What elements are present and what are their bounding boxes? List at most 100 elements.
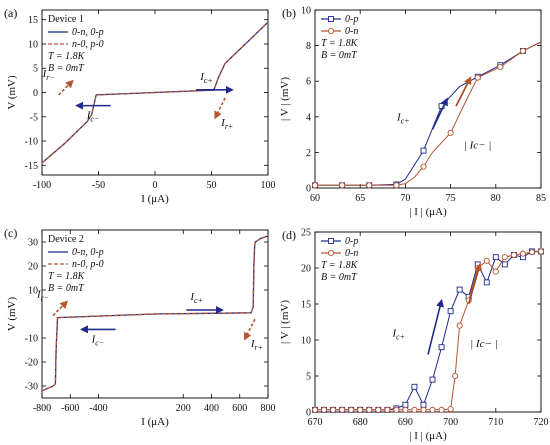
chart-panel-3: 670 680 690 700 710 720 0 5 10 15 20 25 | I | (μA) | …	[279, 228, 549, 443]
legend-label: 0-n	[345, 26, 358, 37]
legend-title: Device 2	[48, 234, 84, 245]
data-point	[456, 322, 463, 329]
x-tick-label: 710	[488, 417, 503, 428]
annotation-ir-minus: Ir−	[36, 289, 49, 303]
x-tick-label: 680	[353, 417, 368, 428]
y-tick-label: 6	[306, 77, 311, 88]
data-point	[483, 279, 490, 286]
param-label: B = 0mT	[48, 283, 85, 294]
param-label: T = 1.8K	[321, 260, 359, 271]
legend-marker	[328, 16, 334, 22]
legend-label: n-0, p-0	[72, 259, 104, 270]
y-tick-label: 10	[28, 39, 38, 50]
x-tick-label: 670	[308, 417, 323, 428]
y-tick-label: 5	[33, 64, 38, 75]
x-tick-label: 0	[153, 180, 158, 191]
x-tick-label: 100	[261, 180, 276, 191]
y-tick-label: -15	[25, 161, 38, 172]
data-point	[456, 286, 463, 293]
legend-label: 0-p	[345, 14, 358, 25]
x-tick-label: 400	[204, 403, 219, 414]
legend-label: n-0, p-0	[72, 39, 104, 50]
x-tick-label: -100	[33, 180, 51, 191]
legend-marker	[328, 238, 334, 244]
plot-frame	[314, 231, 542, 413]
data-point	[519, 47, 526, 54]
data-point	[429, 406, 436, 413]
x-tick-label: -50	[92, 180, 105, 191]
data-point	[501, 254, 508, 261]
x-tick-label: 70	[400, 193, 410, 204]
y-axis-label: V (mV)	[6, 297, 18, 332]
x-axis-label: | I | (μA)	[409, 430, 447, 442]
chart-panel-2: -800 -600 -400 200 400 600 800 -30 -20 -10 10 20 30 I…	[4, 226, 276, 428]
series-line-1	[315, 41, 542, 186]
data-point	[357, 406, 364, 413]
data-point	[320, 406, 328, 413]
y-axis-label: | V | (mV)	[279, 300, 291, 344]
data-point	[348, 406, 355, 413]
plot-frame	[41, 229, 269, 399]
arrow-ir-minus	[58, 79, 74, 96]
arrow-ic-minus	[467, 262, 483, 305]
x-tick-label: -800	[33, 403, 51, 414]
panel-label: (a)	[4, 6, 17, 20]
x-tick-label: 50	[207, 180, 217, 191]
annotation-ir-plus: Ir+	[250, 338, 263, 352]
x-tick-label: 720	[534, 417, 549, 428]
x-tick-label: 60	[310, 193, 320, 204]
x-tick-label: 85	[536, 193, 546, 204]
y-tick-label: -30	[25, 382, 38, 393]
panel-label: (d)	[282, 228, 296, 242]
data-point	[497, 63, 504, 71]
x-tick-label: 700	[443, 417, 458, 428]
series-line-1	[41, 21, 269, 164]
annotation-ic-plus: Ic+	[199, 71, 213, 85]
y-tick-label: -5	[30, 112, 38, 123]
annotation-ic-plus: Ic+	[396, 111, 410, 125]
data-point	[402, 401, 409, 408]
y-tick-label: -10	[25, 137, 38, 148]
data-point	[411, 406, 418, 413]
data-point	[420, 147, 427, 154]
data-point	[339, 406, 346, 413]
y-tick-label: 20	[301, 264, 311, 275]
series-line-1	[41, 235, 269, 392]
y-tick-label: 30	[28, 238, 38, 249]
y-tick-label: 25	[301, 228, 311, 239]
data-point	[402, 406, 409, 413]
data-point	[483, 257, 490, 264]
annotation-ir-plus: Ir+	[220, 117, 233, 131]
data-point	[452, 372, 459, 380]
annotation-ic-plus: Ic+	[391, 327, 405, 341]
data-point	[420, 406, 427, 413]
arrow-ir-plus	[214, 97, 226, 120]
y-tick-label: 0	[306, 184, 311, 195]
annotation-ic-minus: | Ic− |	[464, 140, 492, 152]
data-point	[438, 344, 445, 351]
arrow-ic-minus	[455, 76, 472, 107]
panel-label: (c)	[4, 226, 17, 240]
x-tick-label: 80	[491, 193, 501, 204]
param-label: B = 0mT	[48, 63, 85, 74]
x-tick-label: -400	[89, 403, 107, 414]
x-tick-label: 600	[232, 403, 247, 414]
data-point	[492, 254, 499, 261]
legend-label: 0-p	[345, 236, 358, 247]
y-tick-label: -20	[25, 358, 38, 369]
y-tick-label: 10	[301, 336, 311, 347]
data-point	[429, 376, 436, 383]
x-tick-label: 75	[446, 193, 456, 204]
legend-label: 0-n, 0-p	[72, 247, 104, 258]
x-tick-label: 800	[261, 403, 276, 414]
data-point	[420, 163, 427, 170]
data-point	[366, 182, 373, 189]
legend-marker	[327, 249, 335, 257]
data-point	[375, 406, 382, 413]
x-tick-label: -600	[61, 403, 79, 414]
data-point	[447, 406, 454, 413]
data-point	[447, 129, 454, 136]
data-point	[528, 249, 536, 256]
